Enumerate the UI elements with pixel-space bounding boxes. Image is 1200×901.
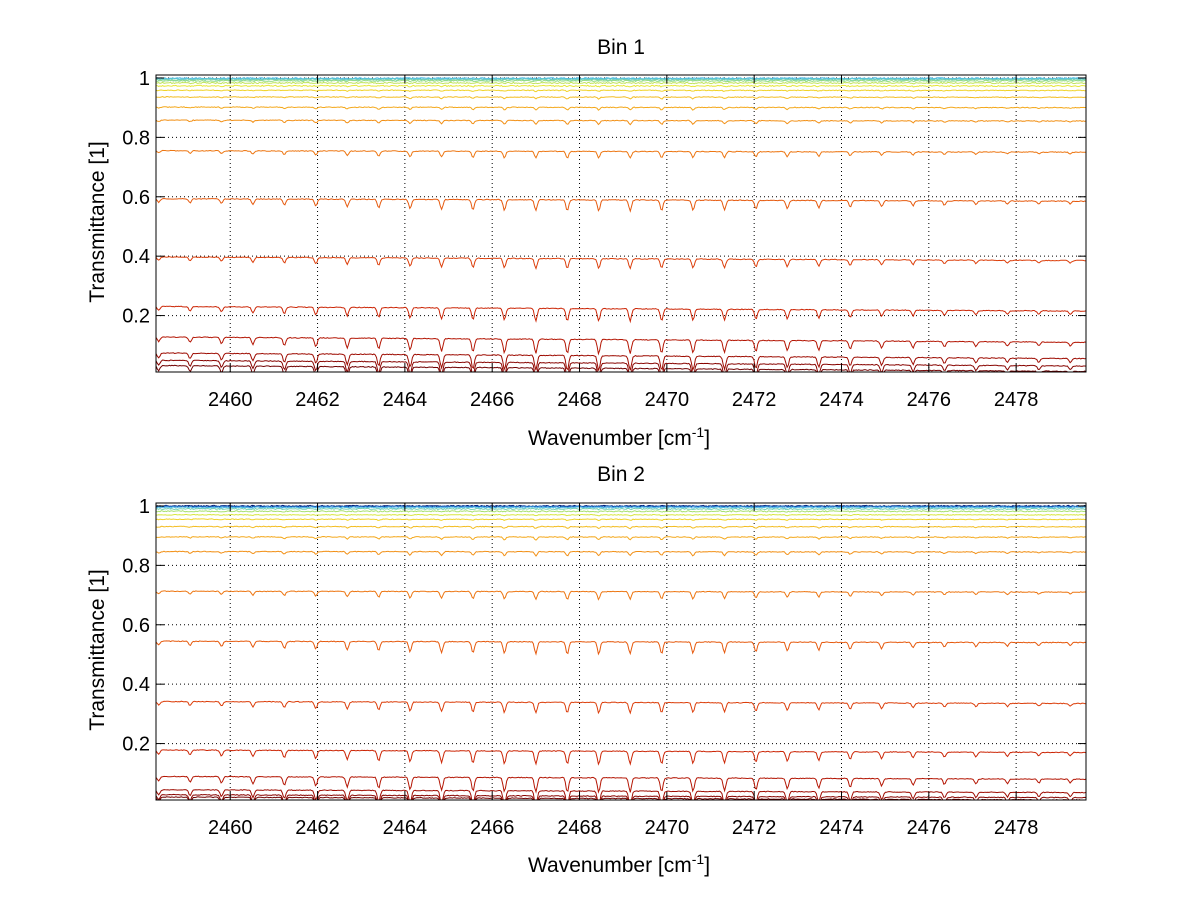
y-tick-label: 0.6: [122, 615, 150, 637]
series-line: [156, 789, 1086, 800]
series-line: [156, 775, 1086, 794]
series-line: [156, 77, 1086, 81]
series-line: [156, 364, 1086, 372]
x-tick-label: 2466: [470, 817, 515, 839]
x-tick-label: 2478: [994, 817, 1039, 839]
plot-area: [156, 503, 1086, 800]
bin-1-panel: Bin 1 Transmittance [1] Wavenumber [cm-1…: [86, 36, 1087, 450]
bin-2-xlabel-sup: -1: [692, 851, 705, 867]
y-tick-label: 0.8: [122, 555, 150, 577]
series-line: [156, 119, 1086, 126]
x-tick-label: 2464: [383, 817, 428, 839]
x-tick-label: 2472: [732, 389, 777, 411]
bin-2-xlabel-main: Wavenumber [cm: [528, 854, 692, 877]
x-tick-label: 2462: [295, 389, 340, 411]
axes-box: [155, 502, 1087, 801]
bin-2-title: Bin 2: [597, 463, 645, 486]
axes-box: [155, 74, 1087, 373]
x-tick-label: 2468: [557, 389, 602, 411]
series-line: [156, 84, 1086, 88]
series-line: [156, 513, 1086, 517]
bin-1-ylabel: Transmittance [1]: [86, 141, 109, 302]
x-tick-label: 2466: [470, 389, 515, 411]
series-line: [156, 510, 1086, 513]
plot-area: [156, 75, 1086, 372]
x-tick-label: 2474: [819, 389, 864, 411]
series-line: [156, 590, 1086, 601]
series-line: [156, 359, 1086, 372]
bin-2-xlabel: Wavenumber [cm-1]: [528, 851, 710, 877]
series-line: [156, 352, 1086, 372]
series-line: [156, 518, 1086, 522]
bin-1-xlabel-suffix: ]: [704, 427, 710, 450]
series-line: [156, 256, 1086, 271]
x-tick-label: 2460: [208, 817, 253, 839]
bin-2-ylabel: Transmittance [1]: [86, 569, 109, 730]
x-tick-label: 2474: [819, 817, 864, 839]
y-tick-label: 0.4: [122, 674, 150, 696]
bin-1-xlabel-main: Wavenumber [cm: [528, 427, 692, 450]
series-line: [156, 700, 1086, 715]
series-line: [156, 106, 1086, 111]
x-tick-label: 2468: [557, 817, 602, 839]
series-line: [156, 89, 1086, 93]
x-tick-label: 2464: [383, 389, 428, 411]
y-tick-label: 0.6: [122, 187, 150, 209]
y-tick-label: 0.8: [122, 127, 150, 149]
y-tick-label: 1: [139, 68, 150, 90]
bin-2-panel: Bin 2 Transmittance [1] Wavenumber [cm-1…: [86, 463, 1087, 877]
series-line: [156, 197, 1086, 213]
x-tick-label: 2476: [907, 389, 952, 411]
x-tick-label: 2460: [208, 389, 253, 411]
series-group: [156, 77, 1086, 372]
series-line: [156, 507, 1086, 511]
y-tick-label: 0.2: [122, 734, 150, 756]
series-line: [156, 793, 1086, 800]
x-tick-label: 2476: [907, 817, 952, 839]
series-line: [156, 640, 1086, 656]
series-line: [156, 525, 1086, 530]
series-line: [156, 506, 1086, 509]
series-line: [156, 336, 1086, 356]
x-tick-label: 2470: [645, 817, 690, 839]
series-line: [156, 79, 1086, 83]
bin-1-xlabel-sup: -1: [692, 424, 705, 440]
series-line: [156, 149, 1086, 159]
y-tick-label: 0.4: [122, 246, 150, 268]
y-tick-label: 0.2: [122, 306, 150, 328]
x-tick-label: 2472: [732, 817, 777, 839]
series-line: [156, 535, 1086, 541]
x-tick-label: 2478: [994, 389, 1039, 411]
bin-1-xlabel: Wavenumber [cm-1]: [528, 424, 710, 450]
series-line: [156, 81, 1086, 85]
series-group: [156, 504, 1086, 800]
x-tick-label: 2470: [645, 389, 690, 411]
series-line: [156, 305, 1086, 324]
y-tick-label: 1: [139, 496, 150, 518]
bin-1-title: Bin 1: [597, 36, 645, 59]
series-line: [156, 749, 1086, 766]
series-line: [156, 95, 1086, 100]
series-line: [156, 550, 1086, 557]
bin-2-xlabel-suffix: ]: [704, 854, 710, 877]
x-tick-label: 2462: [295, 817, 340, 839]
